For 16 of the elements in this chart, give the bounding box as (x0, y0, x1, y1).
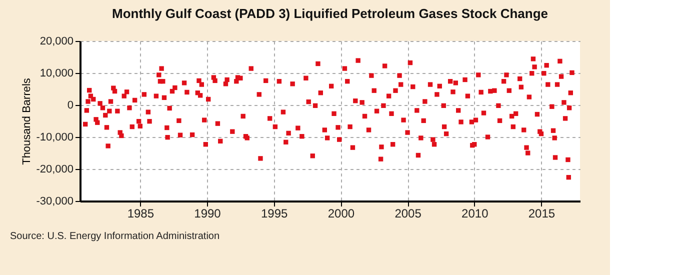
x-tick-label: 1990 (194, 206, 222, 220)
x-tick-label: 1985 (127, 206, 154, 220)
y-tick-label: 10,000 (40, 68, 74, 80)
y-tick-label: 0 (67, 100, 74, 112)
x-tick-label: 2000 (328, 206, 355, 220)
y-tick-label: -20,000 (36, 164, 74, 176)
x-tick-label: 1995 (261, 206, 288, 220)
x-tick-label: 2015 (528, 206, 556, 220)
x-tick-label: 2010 (462, 206, 489, 220)
y-tick-label: -30,000 (36, 196, 74, 208)
y-axis-title: Thousand Barrels (21, 78, 34, 165)
chart-title: Monthly Gulf Coast (PADD 3) Liquified Petroleum Gases Stock Change (112, 6, 548, 21)
y-tick-label: -10,000 (36, 132, 74, 144)
y-tick-label: 20,000 (40, 36, 74, 48)
x-tick-label: 2005 (394, 206, 422, 220)
source-note: Source: U.S. Energy Information Administration (10, 231, 220, 242)
